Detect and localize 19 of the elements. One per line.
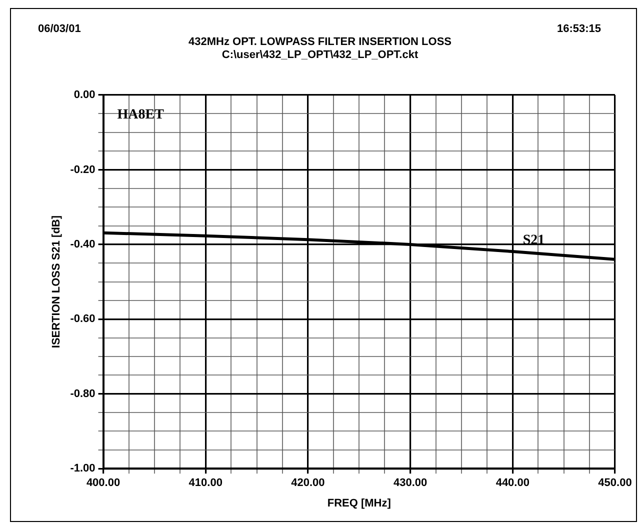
text: 06/03/01 [38, 23, 81, 36]
x-tick-label: 400.00 [86, 477, 120, 490]
y-tick-label: -0.20 [70, 164, 96, 176]
text: 16:53:15 [556, 23, 601, 36]
y-tick-label: -0.60 [70, 313, 96, 326]
y-tick-label: -1.00 [70, 462, 96, 475]
x-tick-label: 420.00 [291, 477, 325, 490]
x-axis-title: FREQ [MHz] [327, 497, 392, 510]
x-tick-label: 450.00 [598, 477, 632, 490]
x-tick-label: 410.00 [188, 477, 222, 490]
x-tick-label: 430.00 [393, 477, 428, 490]
annotation: HA8ET [117, 108, 165, 123]
y-tick-label: -0.80 [70, 388, 96, 400]
x-tick-label: 440.00 [496, 477, 530, 490]
y-axis-title: ISERTION LOSS S21 [dB] [50, 215, 63, 348]
y-tick-label: 0.00 [74, 89, 96, 102]
chart-title: 432MHz OPT. LOWPASS FILTER INSERTION LOSS [188, 36, 452, 48]
y-tick-label: -0.40 [70, 238, 96, 250]
chart-subtitle: C:\user\432_LP_OPT\432_LP_OPT.ckt [222, 49, 418, 62]
